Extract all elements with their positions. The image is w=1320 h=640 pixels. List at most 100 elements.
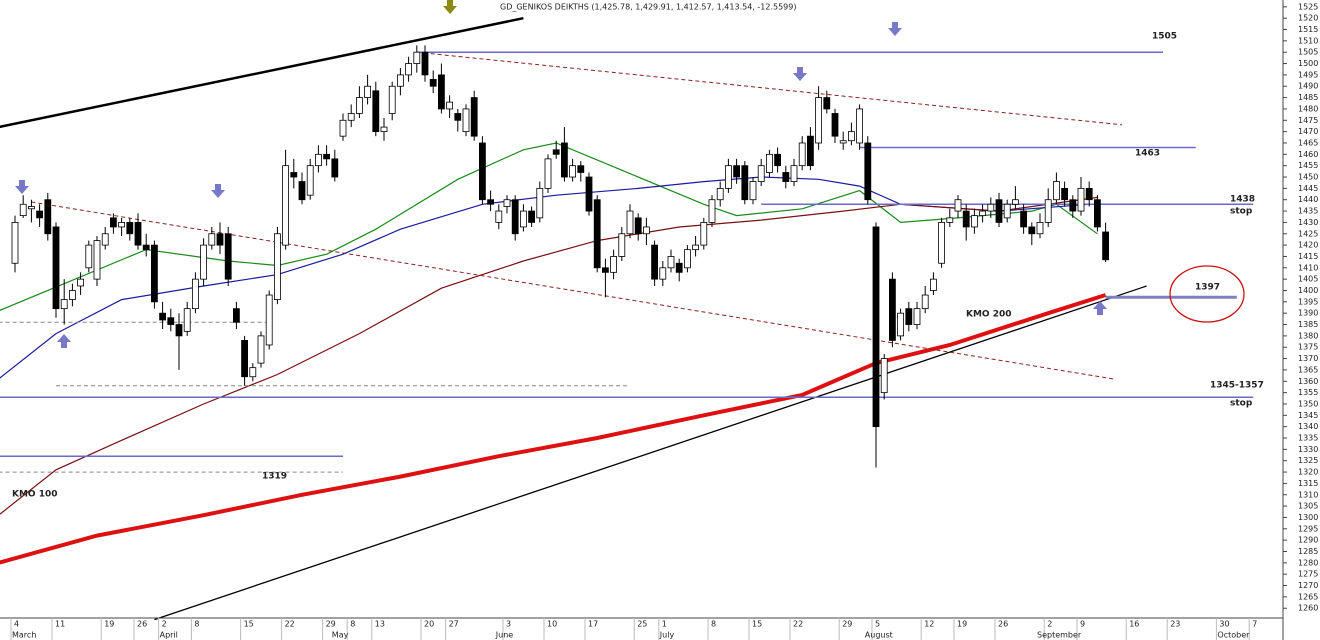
- x-tick-label: 15: [752, 620, 762, 629]
- candle-body: [954, 199, 962, 212]
- chart-title: GD_GENIKOS DEIKTHS (1,425.78, 1,429.91, …: [500, 3, 796, 12]
- y-tick-label: 1510: [1298, 36, 1318, 45]
- candle-body: [495, 210, 503, 223]
- candle-body: [60, 299, 68, 310]
- candle-body: [200, 244, 208, 280]
- y-tick-label: 1280: [1298, 558, 1318, 567]
- candle-body: [232, 308, 240, 323]
- down-arrow: [443, 0, 457, 14]
- candle-body: [405, 63, 413, 76]
- candle-body: [733, 165, 740, 178]
- y-tick-label: 1505: [1298, 48, 1318, 57]
- candle-body: [85, 244, 93, 269]
- candle-body: [1020, 210, 1027, 228]
- down-arrow: [793, 67, 807, 81]
- y-tick-label: 1270: [1298, 581, 1318, 590]
- x-tick-label: 12: [924, 620, 934, 629]
- candle-body: [651, 244, 658, 280]
- x-tick-label: 26: [998, 620, 1008, 629]
- candle-body: [1053, 181, 1060, 201]
- y-tick-label: 1355: [1298, 388, 1318, 397]
- month-label: September: [1037, 631, 1082, 640]
- annotation: KMO 100: [12, 490, 58, 500]
- x-tick-label: 10: [547, 620, 557, 629]
- y-tick-label: 1300: [1298, 513, 1318, 522]
- candle-body: [987, 203, 995, 212]
- candle-body: [971, 215, 978, 228]
- x-tick-label: 1: [662, 620, 667, 629]
- annotation: 1345-1357: [1210, 381, 1264, 391]
- y-tick-label: 1265: [1298, 592, 1318, 601]
- candle-body: [101, 233, 109, 246]
- plot-area: [0, 16, 1254, 621]
- candle-body: [347, 113, 355, 121]
- highlight-circle: [1169, 265, 1245, 323]
- month-label: May: [332, 631, 349, 640]
- candle-body: [126, 222, 134, 235]
- candle-body: [44, 199, 52, 235]
- candle-body: [257, 335, 265, 364]
- candle-body: [626, 210, 634, 235]
- candle-body: [749, 181, 757, 201]
- overlay-line: [0, 196, 1098, 515]
- candle-body: [314, 153, 322, 167]
- candle-body: [36, 210, 43, 219]
- candle-body: [880, 358, 888, 394]
- candle-body: [216, 233, 224, 246]
- candle-body: [282, 165, 290, 246]
- y-tick-label: 1425: [1298, 229, 1318, 238]
- candle-body: [831, 113, 839, 137]
- annotation: stop: [1230, 207, 1253, 217]
- x-tick-label: 2: [162, 620, 167, 629]
- candle-body: [323, 153, 331, 160]
- x-tick-label: 30: [1219, 620, 1229, 629]
- y-tick-label: 1285: [1298, 547, 1318, 556]
- y-tick-label: 1455: [1298, 161, 1318, 170]
- y-tick-label: 1305: [1298, 502, 1318, 511]
- candle-body: [167, 317, 175, 325]
- candle-body: [1102, 231, 1109, 261]
- candle-body: [183, 308, 191, 332]
- x-tick-label: 22: [793, 620, 803, 629]
- y-tick-label: 1520: [1298, 14, 1318, 23]
- candle-body: [921, 294, 929, 310]
- y-tick-label: 1295: [1298, 524, 1318, 533]
- candle-body: [159, 312, 167, 321]
- y-tick-label: 1495: [1298, 70, 1318, 79]
- y-tick-label: 1400: [1298, 286, 1318, 295]
- candle-body: [889, 278, 896, 341]
- candle-body: [864, 142, 872, 201]
- candle-body: [19, 203, 27, 217]
- candle-body: [355, 97, 363, 114]
- overlay-line: [0, 293, 1107, 565]
- y-tick-label: 1525: [1298, 2, 1318, 11]
- x-tick-label: 23: [1170, 620, 1180, 629]
- y-tick-label: 1365: [1298, 365, 1318, 374]
- candle-body: [93, 240, 101, 280]
- y-tick-label: 1260: [1298, 604, 1318, 613]
- y-tick-label: 1360: [1298, 377, 1318, 386]
- annotation: 1319: [262, 472, 287, 482]
- candle-body: [700, 222, 708, 246]
- candle-body: [118, 222, 125, 228]
- candle-body: [979, 210, 986, 217]
- y-tick-label: 1480: [1298, 104, 1318, 113]
- annotation: 1505: [1152, 32, 1177, 42]
- x-tick-label: 9: [1080, 620, 1085, 629]
- candle-body: [27, 206, 35, 210]
- x-tick-label: 29: [842, 620, 852, 629]
- candle-body: [396, 74, 404, 87]
- overlay-line: [0, 16, 524, 129]
- candle-body: [142, 244, 150, 251]
- x-tick-label: 19: [957, 620, 967, 629]
- candle-body: [757, 165, 765, 182]
- candle-body: [150, 244, 158, 303]
- y-tick-label: 1395: [1298, 297, 1318, 306]
- y-tick-label: 1290: [1298, 536, 1318, 545]
- candle-body: [938, 222, 945, 264]
- candle-body: [807, 135, 814, 167]
- candle-body: [1003, 203, 1011, 219]
- candle-body: [995, 199, 1003, 223]
